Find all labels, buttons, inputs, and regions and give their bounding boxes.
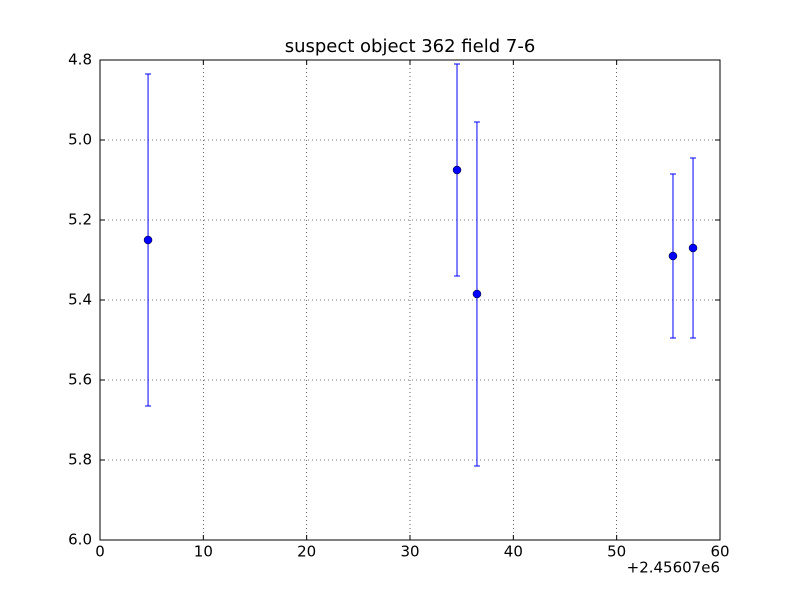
- y-tick-label: 5.6: [68, 371, 92, 389]
- point: [688, 243, 698, 253]
- point: [472, 289, 482, 299]
- x-tick-label: 60: [710, 543, 729, 561]
- y-tick-label: 4.8: [68, 51, 92, 69]
- x-tick-label: 10: [194, 543, 213, 561]
- plot-frame: [99, 59, 721, 541]
- point: [143, 235, 153, 245]
- x-tick-label: 50: [607, 543, 626, 561]
- y-tick-label: 6.0: [68, 531, 92, 549]
- y-tick-label: 5.8: [68, 451, 92, 469]
- x-tick-label: 40: [504, 543, 523, 561]
- point: [668, 251, 678, 261]
- x-offset-label: +2.45607e6: [627, 559, 720, 577]
- y-tick-label: 5.0: [68, 131, 92, 149]
- chart-title: suspect object 362 field 7-6: [285, 36, 536, 57]
- y-tick-label: 5.2: [68, 211, 92, 229]
- x-tick-label: 30: [400, 543, 419, 561]
- x-tick-label: 20: [297, 543, 316, 561]
- point: [452, 165, 462, 175]
- x-tick-label: 0: [95, 543, 105, 561]
- y-tick-label: 5.4: [68, 291, 92, 309]
